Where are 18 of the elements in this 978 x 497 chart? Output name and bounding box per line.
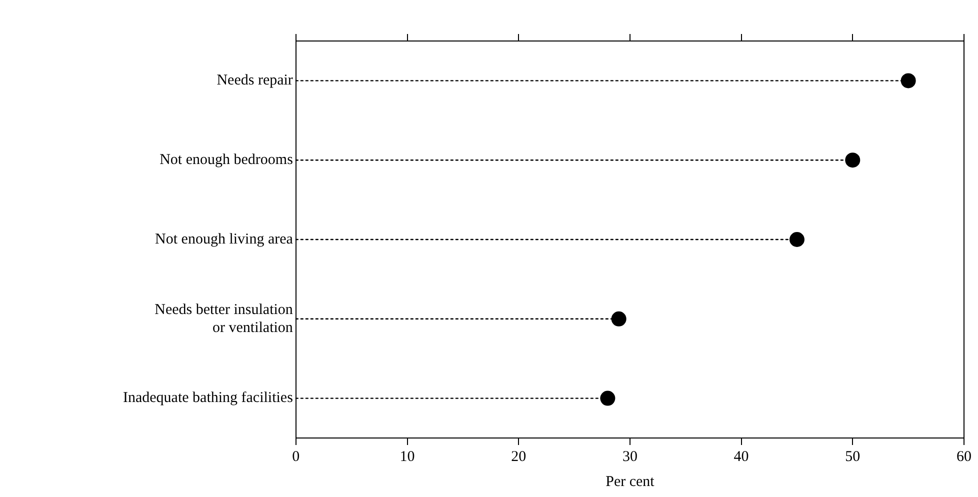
point xyxy=(789,232,804,247)
x-tick-label: 50 xyxy=(845,448,860,465)
y-tick-label: Not enough bedrooms xyxy=(160,152,294,168)
y-tick-label: Inadequate bathing facilities xyxy=(122,390,294,406)
y-tick-label: Not enough living area xyxy=(155,231,294,248)
point xyxy=(845,152,860,168)
x-tick-label: 40 xyxy=(734,448,749,465)
x-tick-label: 20 xyxy=(511,448,526,465)
point xyxy=(900,73,916,88)
point xyxy=(600,390,616,406)
x-tick-label: 60 xyxy=(956,448,972,465)
x-axis-title: Per cent xyxy=(606,474,656,490)
point xyxy=(611,311,626,326)
x-tick-label: 10 xyxy=(400,448,415,465)
y-tick-label: Needs repair xyxy=(216,72,293,89)
x-tick-label: 0 xyxy=(292,448,300,465)
y-tick-label: Needs better insulation or ventilation xyxy=(154,302,294,336)
x-tick-label: 30 xyxy=(622,448,638,465)
